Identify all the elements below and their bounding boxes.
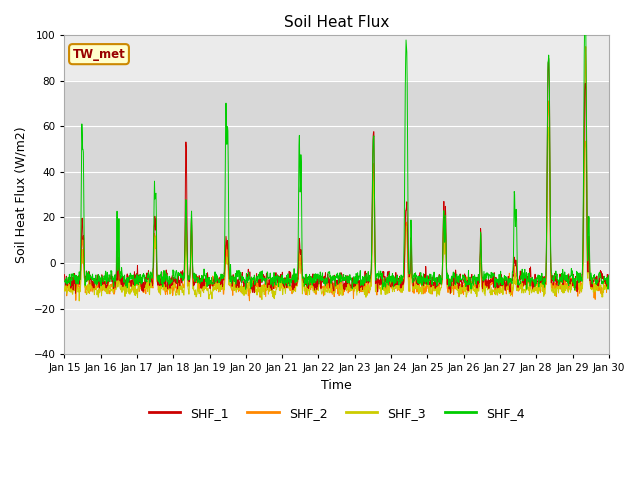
Title: Soil Heat Flux: Soil Heat Flux — [284, 15, 389, 30]
Y-axis label: Soil Heat Flux (W/m2): Soil Heat Flux (W/m2) — [15, 126, 28, 263]
Text: TW_met: TW_met — [72, 48, 125, 60]
Legend: SHF_1, SHF_2, SHF_3, SHF_4: SHF_1, SHF_2, SHF_3, SHF_4 — [144, 402, 529, 425]
Bar — [65, 81, 609, 263]
X-axis label: Time: Time — [321, 379, 352, 392]
